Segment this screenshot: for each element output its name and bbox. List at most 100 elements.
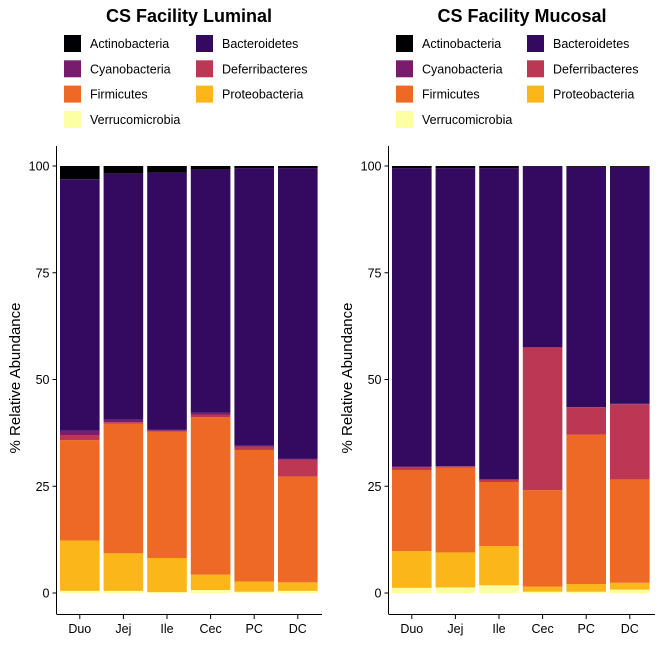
mucosal-legend-swatch-firmicutes — [396, 85, 413, 103]
mucosal-legend-swatch-deferribacteres — [527, 60, 544, 78]
mucosal-x-tick-label-cec: Cec — [531, 622, 553, 636]
mucosal-legend: Actinobacteria Bacteroidetes Cyanobacteria… — [396, 35, 638, 128]
luminal-bar-pc-verrucomicrobia — [234, 591, 274, 593]
mucosal-bar-ile-proteobacteria — [479, 546, 519, 586]
mucosal-bar-pc-verrucomicrobia — [566, 591, 606, 593]
luminal-y-axis-title: % Relative Abundance — [7, 303, 24, 454]
mucosal-x-ticks: Duo Jej Ile Cec PC DC — [400, 614, 639, 636]
luminal-y-tick-label: 75 — [36, 266, 50, 280]
luminal-bar-duo-verrucomicrobia — [60, 590, 100, 593]
luminal-bar-duo-actinobacteria — [60, 166, 100, 180]
mucosal-bar-duo-firmicutes — [392, 470, 432, 552]
luminal-bar-duo-cyanobacteria — [60, 430, 100, 436]
mucosal-y-tick-label: 100 — [361, 160, 382, 174]
luminal-legend-swatch-actinobacteria — [64, 35, 81, 52]
mucosal-bars — [392, 166, 650, 593]
luminal-bar-jej-verrucomicrobia — [103, 590, 144, 593]
mucosal-bar-cec-proteobacteria — [522, 586, 563, 592]
mucosal-bar-duo-deferribacteres — [392, 467, 432, 471]
mucosal-bar-jej-verrucomicrobia — [435, 587, 476, 593]
mucosal-bar-cec-verrucomicrobia — [522, 591, 563, 593]
luminal-x-tick-label-cec: Cec — [199, 622, 221, 636]
mucosal-bar-pc-actinobacteria — [566, 166, 606, 167]
luminal-legend-swatch-firmicutes — [64, 85, 81, 103]
mucosal-bar-pc-bacteroidetes — [566, 166, 606, 408]
luminal-bar-jej-proteobacteria — [103, 553, 144, 591]
mucosal-bar-jej-firmicutes — [435, 467, 476, 553]
luminal-bar-dc-firmicutes — [278, 476, 318, 583]
mucosal-legend-swatch-proteobacteria — [527, 85, 544, 103]
mucosal-bar-duo-verrucomicrobia — [392, 587, 432, 593]
mucosal-legend-swatch-cyanobacteria — [396, 60, 413, 78]
luminal-bar-duo-deferribacteres — [60, 435, 100, 441]
luminal-bar-cec-cyanobacteria — [190, 412, 231, 415]
mucosal-x-tick-label-ile: Ile — [492, 622, 505, 636]
luminal-bar-pc-actinobacteria — [234, 166, 274, 169]
mucosal-bar-dc-proteobacteria — [610, 582, 650, 590]
mucosal-bar-dc-actinobacteria — [610, 166, 650, 167]
luminal-bar-ile-verrucomicrobia — [147, 592, 187, 593]
mucosal-bar-jej-bacteroidetes — [435, 168, 476, 467]
mucosal-bar-pc-proteobacteria — [566, 584, 606, 592]
luminal-legend-label-cyanobacteria: Cyanobacteria — [90, 62, 171, 76]
luminal-legend-swatch-deferribacteres — [196, 60, 213, 78]
luminal-bar-ile-cyanobacteria — [147, 429, 187, 431]
mucosal-legend-label-bacteroidetes: Bacteroidetes — [553, 37, 629, 51]
luminal-legend: Actinobacteria Bacteroidetes Cyanobacteria… — [64, 35, 307, 128]
mucosal-bar-ile-verrucomicrobia — [479, 585, 519, 593]
luminal-bar-dc-proteobacteria — [278, 582, 318, 591]
luminal-y-tick-label: 0 — [43, 587, 50, 601]
luminal-bar-pc-proteobacteria — [234, 581, 274, 592]
mucosal-y-tick-label: 25 — [368, 480, 382, 494]
luminal-bar-cec-firmicutes — [190, 417, 231, 575]
luminal-bar-dc-actinobacteria — [278, 166, 318, 169]
luminal-legend-swatch-verrucomicrobia — [64, 110, 81, 128]
luminal-bar-cec-proteobacteria — [190, 574, 231, 591]
mucosal-bar-cec-deferribacteres — [522, 347, 563, 491]
mucosal-bar-cec-bacteroidetes — [522, 166, 563, 348]
luminal-legend-label-firmicutes: Firmicutes — [90, 88, 148, 102]
mucosal-x-tick-label-duo: Duo — [400, 622, 423, 636]
luminal-bar-cec-bacteroidetes — [190, 169, 231, 413]
luminal-bar-jej-actinobacteria — [103, 166, 144, 174]
luminal-bar-cec-actinobacteria — [190, 166, 231, 170]
luminal-x-ticks: Duo Jej Ile Cec PC DC — [68, 614, 307, 636]
luminal-bar-dc-cyanobacteria — [278, 458, 318, 460]
luminal-x-tick-label-jej: Jej — [115, 622, 131, 636]
mucosal-title: CS Facility Mucosal — [437, 6, 606, 26]
mucosal-legend-label-deferribacteres: Deferribacteres — [553, 62, 638, 76]
luminal-bar-dc-bacteroidetes — [278, 168, 318, 459]
mucosal-bar-dc-verrucomicrobia — [610, 589, 650, 593]
mucosal-legend-label-firmicutes: Firmicutes — [422, 88, 480, 102]
mucosal-bar-jej-actinobacteria — [435, 166, 476, 169]
mucosal-legend-swatch-bacteroidetes — [527, 35, 544, 52]
mucosal-bar-cec-firmicutes — [522, 490, 563, 587]
mucosal-bar-dc-deferribacteres — [610, 404, 650, 480]
luminal-bar-cec-deferribacteres — [190, 414, 231, 418]
luminal-legend-label-actinobacteria: Actinobacteria — [90, 37, 169, 51]
luminal-legend-label-deferribacteres: Deferribacteres — [222, 62, 307, 76]
luminal-bar-dc-verrucomicrobia — [278, 590, 318, 593]
mucosal-legend-label-actinobacteria: Actinobacteria — [422, 37, 501, 51]
luminal-bar-ile-actinobacteria — [147, 166, 187, 173]
mucosal-y-tick-label: 75 — [368, 266, 382, 280]
mucosal-bar-duo-actinobacteria — [392, 166, 432, 169]
mucosal-legend-swatch-verrucomicrobia — [396, 110, 413, 128]
luminal-y-tick-label: 25 — [36, 480, 50, 494]
luminal-title: CS Facility Luminal — [106, 6, 272, 26]
luminal-x-tick-label-duo: Duo — [68, 622, 91, 636]
luminal-bar-jej-deferribacteres — [103, 422, 144, 424]
luminal-bar-pc-bacteroidetes — [234, 168, 274, 446]
luminal-legend-swatch-proteobacteria — [196, 85, 213, 103]
mucosal-legend-label-cyanobacteria: Cyanobacteria — [422, 62, 503, 76]
luminal-legend-swatch-bacteroidetes — [196, 35, 213, 52]
luminal-legend-label-verrucomicrobia: Verrucomicrobia — [90, 113, 180, 127]
luminal-legend-swatch-cyanobacteria — [64, 60, 81, 78]
mucosal-bar-jej-proteobacteria — [435, 552, 476, 588]
luminal-bar-jej-firmicutes — [103, 423, 144, 554]
mucosal-bar-ile-deferribacteres — [479, 479, 519, 482]
mucosal-y-axis-title: % Relative Abundance — [339, 303, 356, 454]
luminal-y-ticks: 0 25 50 75 100 — [29, 160, 57, 601]
luminal-bar-ile-firmicutes — [147, 431, 187, 558]
luminal-legend-label-bacteroidetes: Bacteroidetes — [222, 37, 298, 51]
